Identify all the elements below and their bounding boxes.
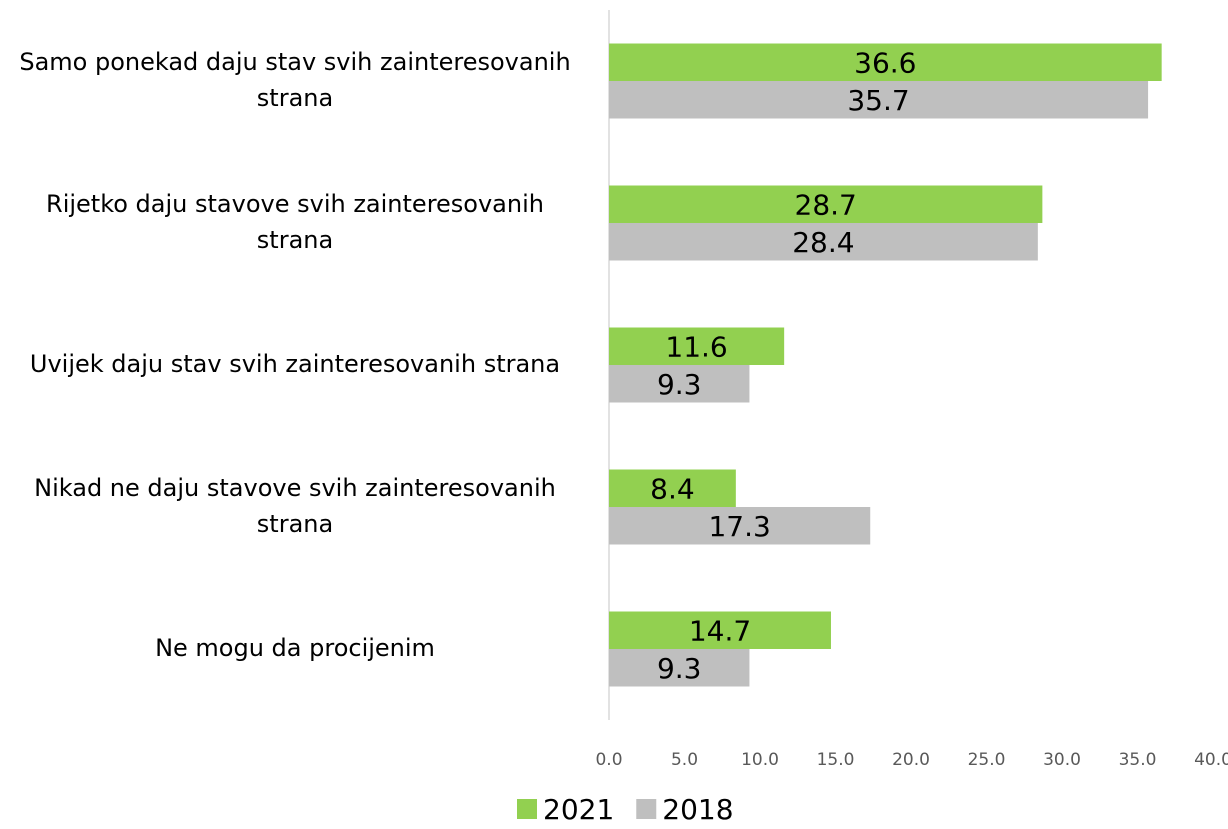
value-label: 9.3	[657, 368, 702, 401]
bar	[609, 223, 1038, 261]
bar	[609, 43, 1162, 81]
y-tick-label: Uvijek daju stav svih zainteresovanih st…	[30, 350, 560, 378]
x-tick-label: 35.0	[1119, 750, 1157, 770]
value-label: 9.3	[657, 652, 702, 685]
legend-swatch	[636, 799, 657, 819]
value-label: 14.7	[689, 614, 751, 647]
bar	[609, 611, 831, 649]
x-tick-label: 20.0	[892, 750, 930, 770]
x-tick-label: 30.0	[1043, 750, 1081, 770]
legend-label: 2021	[543, 793, 614, 826]
legend-label: 2018	[662, 793, 733, 826]
value-label: 36.6	[854, 46, 916, 79]
y-tick-label: Rijetko daju stavove svih zainteresovani…	[46, 190, 544, 254]
bar	[609, 507, 871, 545]
x-tick-label: 25.0	[968, 750, 1006, 770]
bar	[609, 81, 1149, 119]
x-tick-label: 0.0	[595, 750, 622, 770]
legend-swatch	[517, 799, 537, 819]
value-label: 35.7	[847, 84, 909, 117]
bar	[609, 649, 750, 687]
x-tick-label: 40.0	[1194, 750, 1228, 770]
value-label: 28.7	[795, 188, 857, 221]
value-label: 28.4	[792, 226, 854, 259]
bar	[609, 327, 785, 365]
bar	[609, 469, 736, 507]
y-tick-label: Ne mogu da procijenim	[155, 634, 435, 662]
y-tick-label: Samo ponekad daju stav svih zainteresova…	[19, 48, 570, 112]
value-label: 8.4	[650, 472, 695, 505]
x-tick-label: 10.0	[741, 750, 779, 770]
value-label: 11.6	[665, 330, 727, 363]
bar	[609, 185, 1043, 223]
x-tick-label: 15.0	[817, 750, 855, 770]
x-tick-label: 5.0	[671, 750, 698, 770]
bar	[609, 365, 750, 403]
value-label: 17.3	[708, 510, 770, 543]
y-tick-label: Nikad ne daju stavove svih zainteresovan…	[34, 474, 556, 538]
